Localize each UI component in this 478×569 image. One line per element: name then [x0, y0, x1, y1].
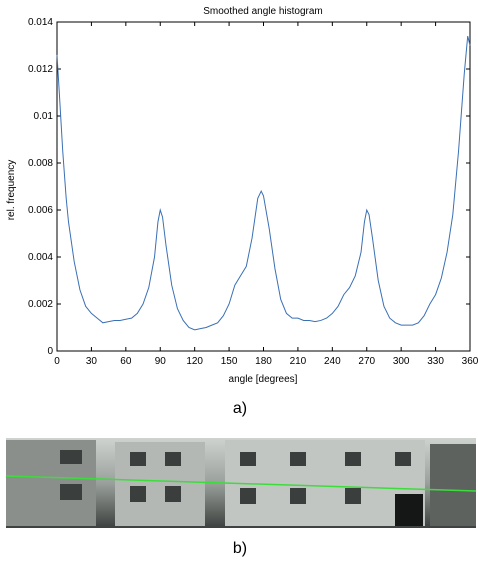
x-tick-label: 360 [462, 356, 478, 367]
photo [5, 438, 477, 528]
x-tick-label: 330 [427, 356, 444, 367]
plot-frame [56, 21, 471, 352]
x-tick-label: 30 [86, 356, 98, 367]
data-line [56, 35, 471, 331]
caption: b) [233, 540, 247, 557]
x-axis-label: angle [degrees] [229, 374, 298, 385]
x-tick-label: 120 [186, 356, 203, 367]
y-tick-label: 0 [47, 346, 53, 357]
x-tick-label: 270 [358, 356, 375, 367]
x-tick-label: 180 [255, 356, 272, 367]
y-tick-label: 0.008 [28, 158, 53, 169]
y-axis-label: rel. frequency [6, 160, 17, 221]
x-tick-label: 300 [393, 356, 410, 367]
x-tick-label: 210 [290, 356, 307, 367]
caption: a) [233, 400, 247, 417]
x-tick-label: 240 [324, 356, 341, 367]
y-tick-label: 0.006 [28, 205, 53, 216]
x-tick-label: 90 [155, 356, 167, 367]
y-tick-label: 0.004 [28, 252, 53, 263]
x-tick-label: 150 [221, 356, 238, 367]
x-tick-label: 60 [120, 356, 132, 367]
y-tick-label: 0.012 [28, 64, 53, 75]
x-tick-label: 0 [54, 356, 60, 367]
y-tick-label: 0.01 [34, 111, 54, 122]
chart-title: Smoothed angle histogram [203, 6, 323, 17]
y-tick-label: 0.014 [28, 17, 53, 28]
y-tick-label: 0.002 [28, 299, 53, 310]
